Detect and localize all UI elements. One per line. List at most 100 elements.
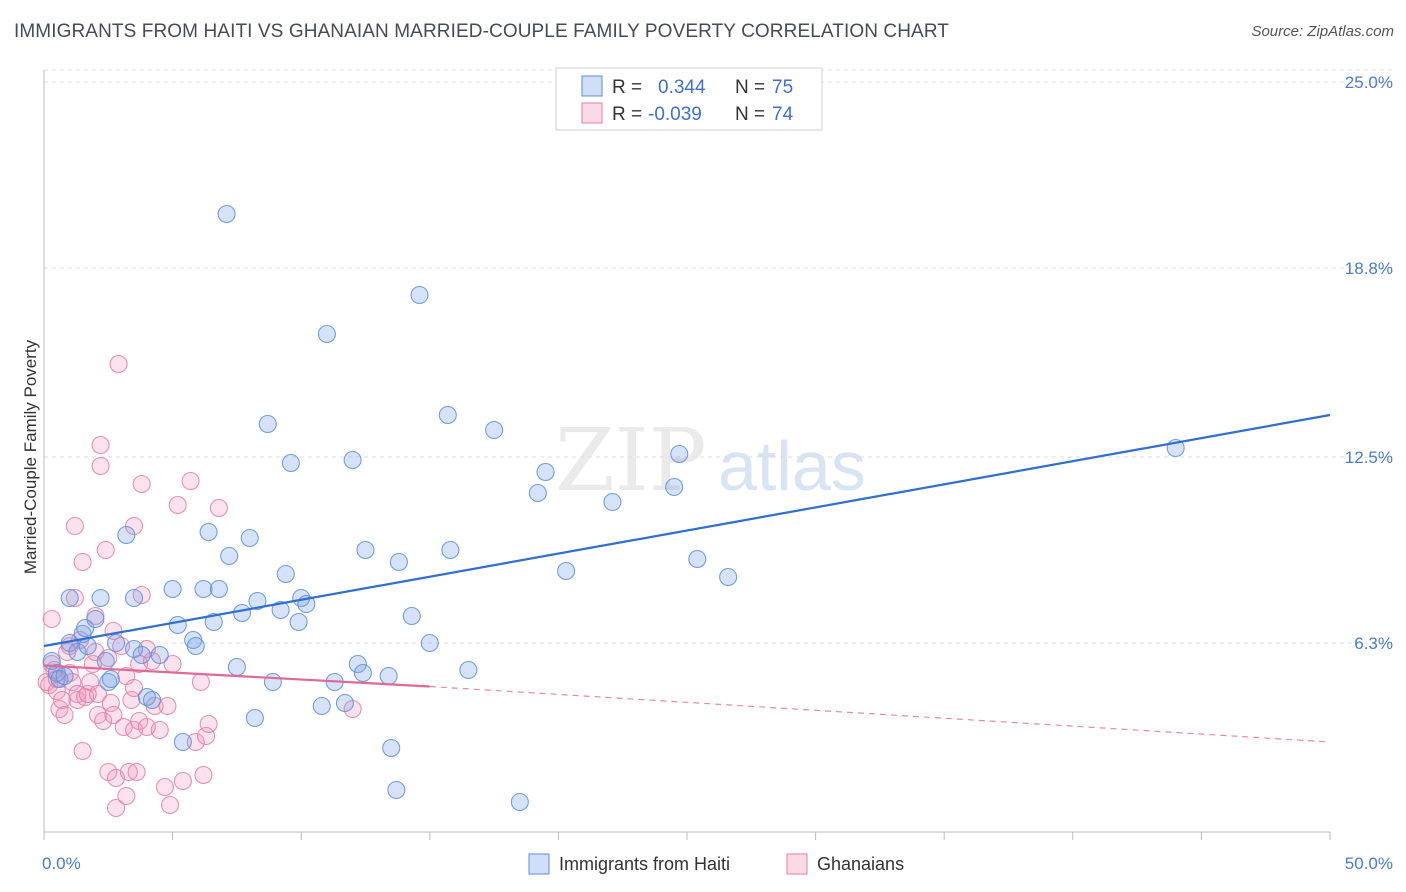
ghanaian-point <box>91 435 110 455</box>
ghanaian-point <box>124 678 144 698</box>
haiti-point <box>209 579 228 599</box>
ghanaian-point <box>109 354 128 374</box>
ghanaian-point <box>42 609 61 629</box>
ghanaian-point <box>191 672 210 692</box>
ghanaian-point <box>78 684 97 704</box>
legend-r-label: R = <box>612 77 642 98</box>
haiti-point <box>335 693 354 713</box>
haiti-point <box>485 420 504 440</box>
haiti-point <box>528 483 547 503</box>
haiti-point <box>227 657 246 677</box>
ghanaian-point <box>132 474 151 494</box>
legend-box: R = 0.344 N = 75 R = -0.039 N = 74 <box>555 67 823 131</box>
x-tick-label: 50.0% <box>1345 854 1393 873</box>
ghanaian-point <box>73 552 92 572</box>
haiti-point <box>276 564 295 584</box>
ghanaian-point <box>94 711 113 731</box>
ghanaian-point <box>119 762 138 782</box>
haiti-point <box>86 609 105 629</box>
haiti-point <box>132 645 151 665</box>
ghanaian-point <box>181 471 200 491</box>
ghanaian-point <box>127 762 146 782</box>
legend-row-haiti: R = 0.344 N = 75 <box>581 75 793 98</box>
haiti-point <box>101 669 120 689</box>
ghanaian-point <box>196 726 216 746</box>
ghanaian-point <box>65 588 84 608</box>
haiti-point <box>168 615 187 635</box>
haiti-point <box>55 666 74 686</box>
haiti-point <box>248 591 267 611</box>
haiti-point <box>438 405 457 425</box>
haiti-point <box>124 588 144 608</box>
legend-n-value: 74 <box>772 104 794 125</box>
haiti-point <box>389 552 408 572</box>
haiti-point <box>688 549 707 569</box>
y-tick-label: 6.3% <box>1354 634 1393 653</box>
ghanaian-point <box>65 516 84 536</box>
ghanaians-trend-extension <box>429 685 1331 743</box>
haiti-point <box>245 708 264 728</box>
legend-n-value: 75 <box>772 77 793 98</box>
ghanaian-point <box>91 456 110 476</box>
ghanaian-point <box>150 720 169 740</box>
bottom-legend-swatch-pink <box>786 853 808 875</box>
chart-title: IMMIGRANTS FROM HAITI VS GHANAIAN MARRIE… <box>14 21 950 42</box>
haiti-point <box>459 660 478 680</box>
bottom-legend: Immigrants from Haiti Ghanaians <box>528 853 904 875</box>
watermark-atlas: atlas <box>718 427 866 505</box>
haiti-point <box>353 663 372 683</box>
ghanaian-point <box>155 777 174 797</box>
y-tick-label: 18.8% <box>1345 259 1393 278</box>
haiti-trend-line <box>43 413 1331 648</box>
haiti-point <box>289 612 308 632</box>
haiti-point <box>106 633 126 653</box>
haiti-point <box>204 612 223 632</box>
haiti-point <box>99 672 118 692</box>
haiti-point <box>510 792 529 812</box>
haiti-point <box>343 450 362 470</box>
ghanaian-point <box>104 705 123 725</box>
haiti-point <box>420 633 439 653</box>
bottom-legend-label-ghanaians: Ghanaians <box>817 854 904 874</box>
haiti-point <box>217 204 236 224</box>
haiti-point <box>410 285 429 305</box>
haiti-point <box>603 492 622 512</box>
haiti-point <box>387 780 406 800</box>
chart-source: Source: ZipAtlas.com <box>1251 23 1394 40</box>
haiti-point <box>379 666 398 686</box>
legend-n-label: N = <box>735 77 765 98</box>
ghanaian-point <box>158 696 177 716</box>
haiti-point <box>356 540 375 560</box>
haiti-point <box>96 651 115 671</box>
haiti-point <box>348 654 367 674</box>
ghanaian-point <box>55 705 74 725</box>
haiti-point <box>312 696 331 716</box>
haiti-point <box>68 642 87 662</box>
watermark-zip: ZIP <box>555 411 707 511</box>
haiti-point <box>665 477 684 497</box>
ghanaians-trend-line <box>43 664 430 688</box>
legend-r-label: R = <box>612 104 642 125</box>
ghanaian-point <box>88 684 108 704</box>
ghanaian-point <box>106 798 126 818</box>
haiti-point <box>263 672 282 692</box>
ghanaian-point <box>99 648 118 668</box>
legend-r-value: 0.344 <box>658 77 706 98</box>
haiti-point <box>137 687 156 707</box>
legend-swatch-pink <box>581 102 603 124</box>
ghanaian-point <box>160 795 180 815</box>
haiti-point <box>232 603 252 623</box>
haiti-point <box>60 588 79 608</box>
legend-n-label: N = <box>735 104 765 125</box>
haiti-point <box>91 588 110 608</box>
ghanaian-point <box>52 690 72 710</box>
haiti-point <box>117 525 136 545</box>
y-axis-label: Married-Couple Family Poverty <box>21 339 40 574</box>
y-tick-label: 12.5% <box>1345 448 1393 467</box>
ghanaian-point <box>194 765 213 785</box>
haiti-point <box>220 546 239 566</box>
ghanaian-point <box>168 495 187 515</box>
ghanaian-point <box>73 741 92 761</box>
legend-swatch-blue <box>581 75 603 97</box>
